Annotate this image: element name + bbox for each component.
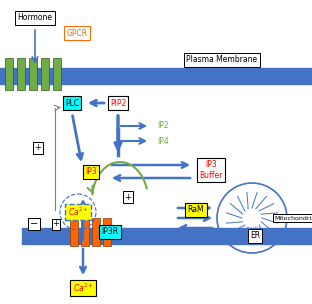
- Bar: [17, 58, 25, 90]
- Text: IP3
Buffer: IP3 Buffer: [199, 160, 223, 180]
- Bar: [29, 58, 37, 90]
- Text: +: +: [124, 192, 131, 202]
- Bar: [41, 58, 49, 90]
- Bar: [5, 58, 13, 90]
- Bar: [70, 218, 78, 246]
- Bar: [103, 218, 111, 246]
- Text: PIP2: PIP2: [110, 98, 126, 108]
- Text: PLC: PLC: [65, 98, 79, 108]
- Text: ER: ER: [250, 232, 260, 240]
- Text: Hormone: Hormone: [17, 13, 52, 22]
- Text: IP3R: IP3R: [101, 227, 119, 237]
- Text: −: −: [30, 219, 38, 229]
- Text: IP3: IP3: [85, 168, 97, 177]
- Text: $Ca^{2+}$: $Ca^{2+}$: [73, 282, 93, 294]
- Text: +: +: [52, 219, 60, 229]
- Text: IP2: IP2: [157, 120, 169, 130]
- Text: RaM: RaM: [188, 206, 204, 215]
- Bar: [92, 218, 100, 246]
- Bar: [53, 58, 61, 90]
- Text: +: +: [35, 143, 41, 153]
- Text: $Ca^{2+}$: $Ca^{2+}$: [68, 206, 88, 218]
- Text: GPCR: GPCR: [66, 29, 88, 37]
- Text: IP4: IP4: [157, 136, 169, 146]
- Text: Mitochondria: Mitochondria: [275, 216, 312, 220]
- Text: Plasma Membrane: Plasma Membrane: [187, 56, 258, 64]
- Bar: [81, 218, 89, 246]
